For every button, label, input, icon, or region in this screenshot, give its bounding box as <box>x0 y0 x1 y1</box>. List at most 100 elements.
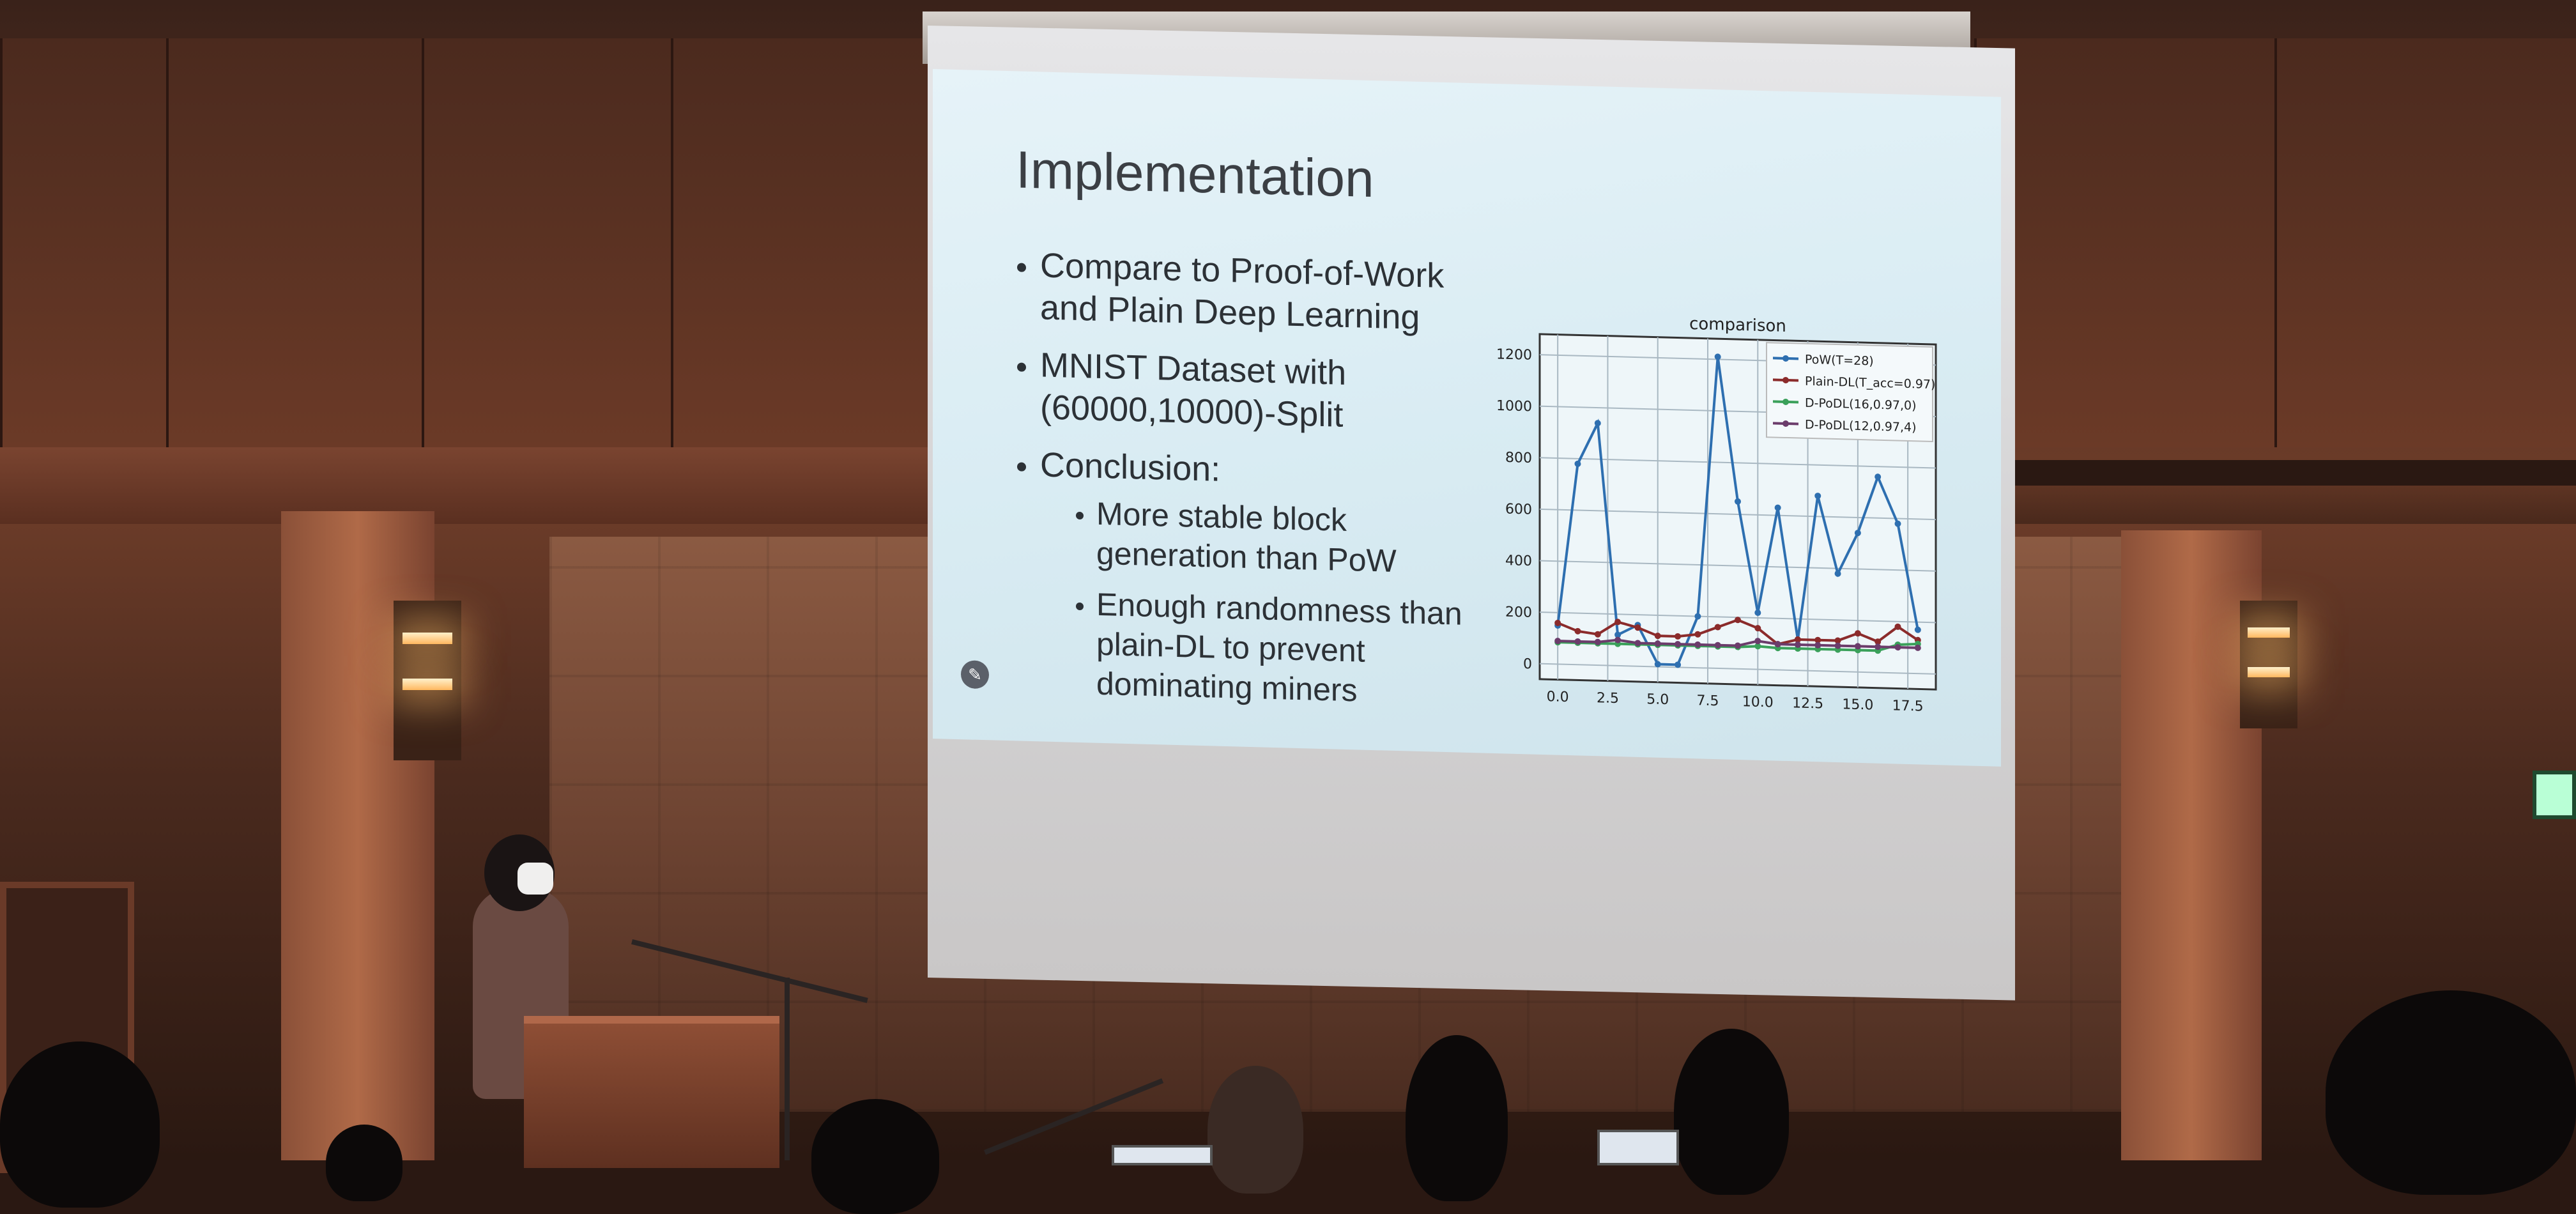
legend-label: PoW(T=28) <box>1805 353 1874 369</box>
data-point <box>1574 627 1581 634</box>
data-point <box>1814 642 1821 649</box>
audience-member <box>0 1041 160 1208</box>
exit-sign <box>2533 771 2576 819</box>
y-tick-label: 800 <box>1505 450 1532 466</box>
legend-label: D-PoDL(16,0.97,0) <box>1805 396 1917 413</box>
laptop <box>1112 1145 1213 1165</box>
data-point <box>1814 493 1821 500</box>
bullet-dot <box>1017 362 1026 372</box>
data-point <box>1694 613 1701 620</box>
data-point <box>1754 609 1761 616</box>
data-point <box>1594 631 1601 638</box>
x-tick-label: 5.0 <box>1646 691 1669 708</box>
data-point <box>1774 504 1781 511</box>
data-point <box>1834 642 1841 649</box>
data-point <box>1574 460 1581 467</box>
data-point <box>1714 624 1721 631</box>
data-point <box>1714 353 1721 360</box>
audience-member <box>1674 1029 1789 1195</box>
gridline <box>1540 663 1936 675</box>
pen-icon[interactable]: ✎ <box>961 660 989 689</box>
y-tick-label: 200 <box>1505 604 1532 621</box>
data-point <box>1794 641 1801 648</box>
data-point <box>1694 631 1701 638</box>
data-point <box>1914 644 1921 651</box>
subbullet-item: plain-DL to prevent <box>1096 624 1365 671</box>
y-tick-label: 400 <box>1505 553 1532 569</box>
bullet-item: Conclusion: <box>1017 443 1220 490</box>
bullet-text: and Plain Deep Learning <box>1040 288 1420 337</box>
microphone-stand <box>785 978 790 1160</box>
data-point <box>1735 617 1741 624</box>
legend-marker <box>1782 355 1789 362</box>
data-point <box>1854 530 1861 537</box>
x-tick-label: 2.5 <box>1597 690 1619 707</box>
data-point <box>1874 643 1882 650</box>
data-point <box>1874 473 1882 480</box>
audience-member <box>811 1099 939 1214</box>
subbullet-item: generation than PoW <box>1096 534 1397 581</box>
audience-member <box>2326 990 2576 1195</box>
bullet-dot <box>1017 263 1026 272</box>
lamp-light <box>2248 627 2290 638</box>
data-point <box>1894 644 1901 651</box>
bullet-text: (60000,10000)-Split <box>1040 388 1344 434</box>
data-point <box>1554 638 1561 645</box>
legend-label: Plain-DL(T_acc=0.97) <box>1805 374 1935 392</box>
data-point <box>1574 638 1581 645</box>
gridline <box>1540 457 1936 469</box>
data-point <box>1714 642 1721 649</box>
bullet-dot <box>1076 602 1084 610</box>
x-tick-label: 15.0 <box>1842 696 1873 713</box>
wall-panel <box>0 38 169 447</box>
chart-title: comparison <box>1689 314 1786 336</box>
legend-label: D-PoDL(12,0.97,4) <box>1805 418 1917 435</box>
legend-box <box>1766 342 1933 443</box>
wall-panel <box>422 38 673 447</box>
x-tick-label: 10.0 <box>1742 694 1774 711</box>
subbullet-item: More stable block <box>1076 493 1347 540</box>
audience-member <box>326 1125 402 1201</box>
face-mask <box>518 863 553 895</box>
data-point <box>1694 641 1701 648</box>
bullet-dot <box>1076 511 1084 519</box>
data-point <box>1774 641 1781 648</box>
data-point <box>1794 636 1801 643</box>
data-point <box>1854 630 1861 637</box>
audience-member <box>1208 1066 1303 1194</box>
data-point <box>1554 619 1561 626</box>
bullet-item: (60000,10000)-Split <box>1040 386 1343 436</box>
y-tick-label: 600 <box>1505 501 1532 518</box>
legend-marker <box>1782 398 1789 405</box>
subbullet-text: More stable block <box>1096 495 1347 538</box>
data-point <box>1754 643 1761 650</box>
data-point <box>1894 623 1901 630</box>
bullet-text: Conclusion: <box>1040 445 1221 489</box>
data-point <box>1834 637 1841 644</box>
wall-beam <box>0 447 952 524</box>
data-point <box>1834 570 1841 577</box>
wall-lamp <box>2240 601 2297 728</box>
lamp-light <box>402 633 452 644</box>
wall-panel <box>166 38 424 447</box>
data-point <box>1874 638 1882 645</box>
legend-marker <box>1782 376 1789 383</box>
data-point <box>1754 625 1761 632</box>
lamp-light <box>2248 667 2290 677</box>
y-tick-label: 1200 <box>1496 346 1532 363</box>
x-tick-label: 7.5 <box>1697 693 1719 709</box>
x-tick-label: 17.5 <box>1892 698 1924 714</box>
pillar <box>2121 530 2262 1160</box>
data-point <box>1594 420 1601 427</box>
data-point <box>1654 640 1661 647</box>
legend-marker <box>1782 420 1789 427</box>
data-point <box>1894 520 1901 527</box>
subbullet-text: plain-DL to prevent <box>1096 626 1365 669</box>
wall-panel <box>671 38 929 447</box>
data-point <box>1654 661 1661 668</box>
slide-title: Implementation <box>1016 141 1374 209</box>
comparison-chart: comparison 0 200 400 600 800 1000 1200 0.0 2.5 5.0… <box>1496 314 1937 715</box>
data-point <box>1754 638 1761 645</box>
data-point <box>1854 643 1861 650</box>
x-tick-label: 12.5 <box>1792 695 1823 712</box>
